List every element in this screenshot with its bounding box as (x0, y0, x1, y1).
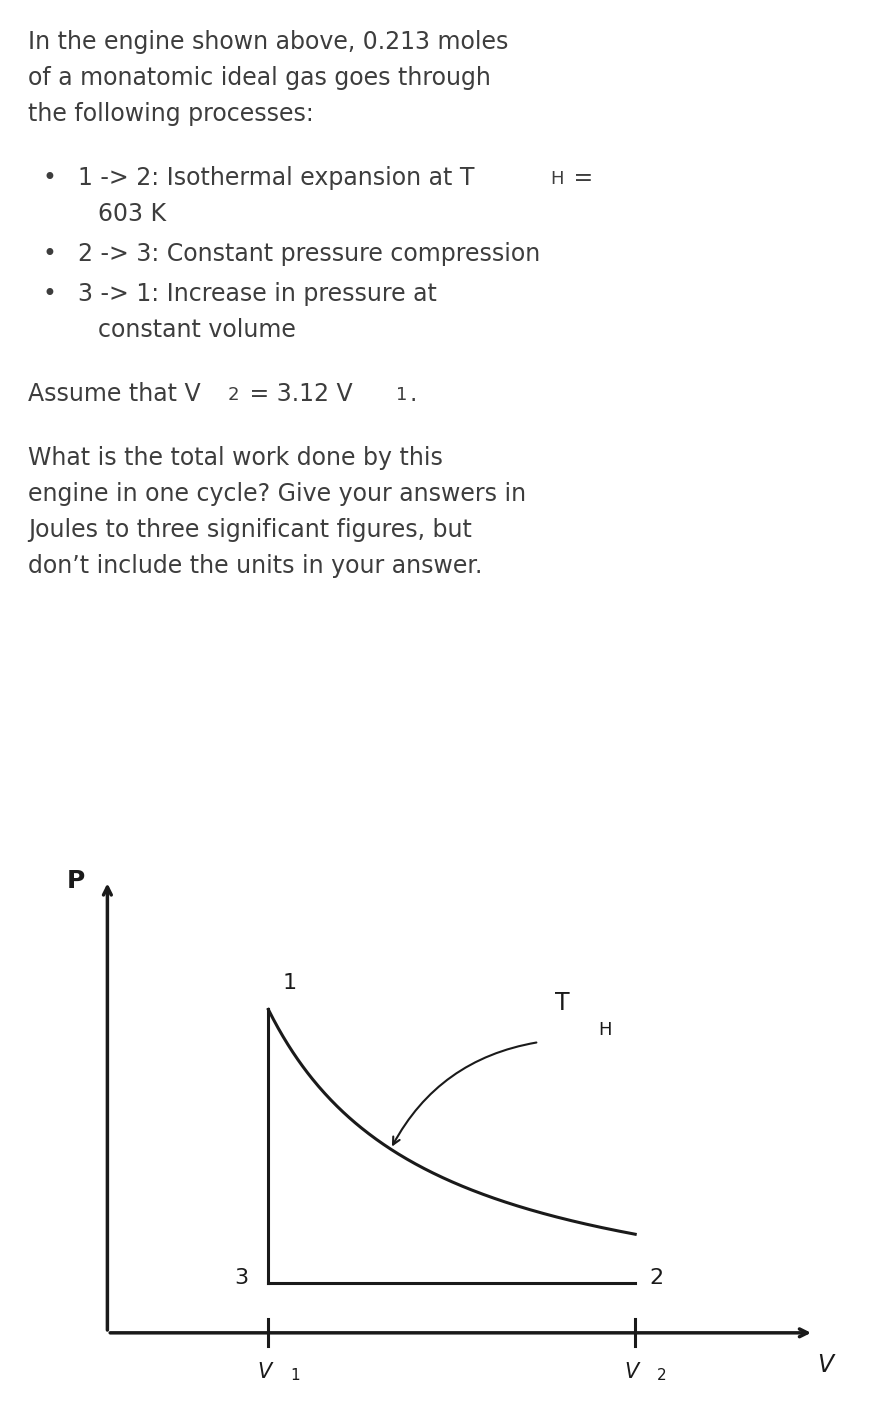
Text: 1: 1 (283, 973, 296, 993)
Text: engine in one cycle? Give your answers in: engine in one cycle? Give your answers i… (28, 482, 526, 506)
Text: 2: 2 (649, 1268, 664, 1288)
Text: constant volume: constant volume (98, 319, 296, 341)
Text: =: = (566, 166, 593, 190)
Text: = 3.12 V: = 3.12 V (242, 383, 352, 407)
Text: V: V (624, 1363, 639, 1383)
Text: V: V (818, 1353, 834, 1377)
Text: 603 K: 603 K (98, 203, 166, 227)
Text: 1 -> 2: Isothermal expansion at T: 1 -> 2: Isothermal expansion at T (78, 166, 475, 190)
Text: 1: 1 (290, 1367, 300, 1383)
Text: 1: 1 (396, 387, 408, 404)
Text: In the engine shown above, 0.213 moles: In the engine shown above, 0.213 moles (28, 30, 508, 54)
Text: •: • (42, 282, 56, 306)
Text: the following processes:: the following processes: (28, 102, 314, 126)
Text: H: H (550, 170, 564, 188)
Text: 3: 3 (235, 1268, 249, 1288)
Text: V: V (257, 1363, 271, 1383)
Text: of a monatomic ideal gas goes through: of a monatomic ideal gas goes through (28, 67, 491, 91)
Text: don’t include the units in your answer.: don’t include the units in your answer. (28, 554, 483, 578)
Text: 2: 2 (657, 1367, 667, 1383)
Text: 2: 2 (228, 387, 239, 404)
Text: H: H (598, 1022, 612, 1040)
Text: P: P (67, 869, 85, 893)
Text: Joules to three significant figures, but: Joules to three significant figures, but (28, 519, 472, 543)
Text: •: • (42, 242, 56, 266)
Text: •: • (42, 166, 56, 190)
Text: Assume that V: Assume that V (28, 383, 201, 407)
Text: T: T (555, 990, 569, 1015)
Text: .: . (410, 383, 417, 407)
Text: What is the total work done by this: What is the total work done by this (28, 446, 442, 470)
Text: 2 -> 3: Constant pressure compression: 2 -> 3: Constant pressure compression (78, 242, 541, 266)
Text: 3 -> 1: Increase in pressure at: 3 -> 1: Increase in pressure at (78, 282, 437, 306)
